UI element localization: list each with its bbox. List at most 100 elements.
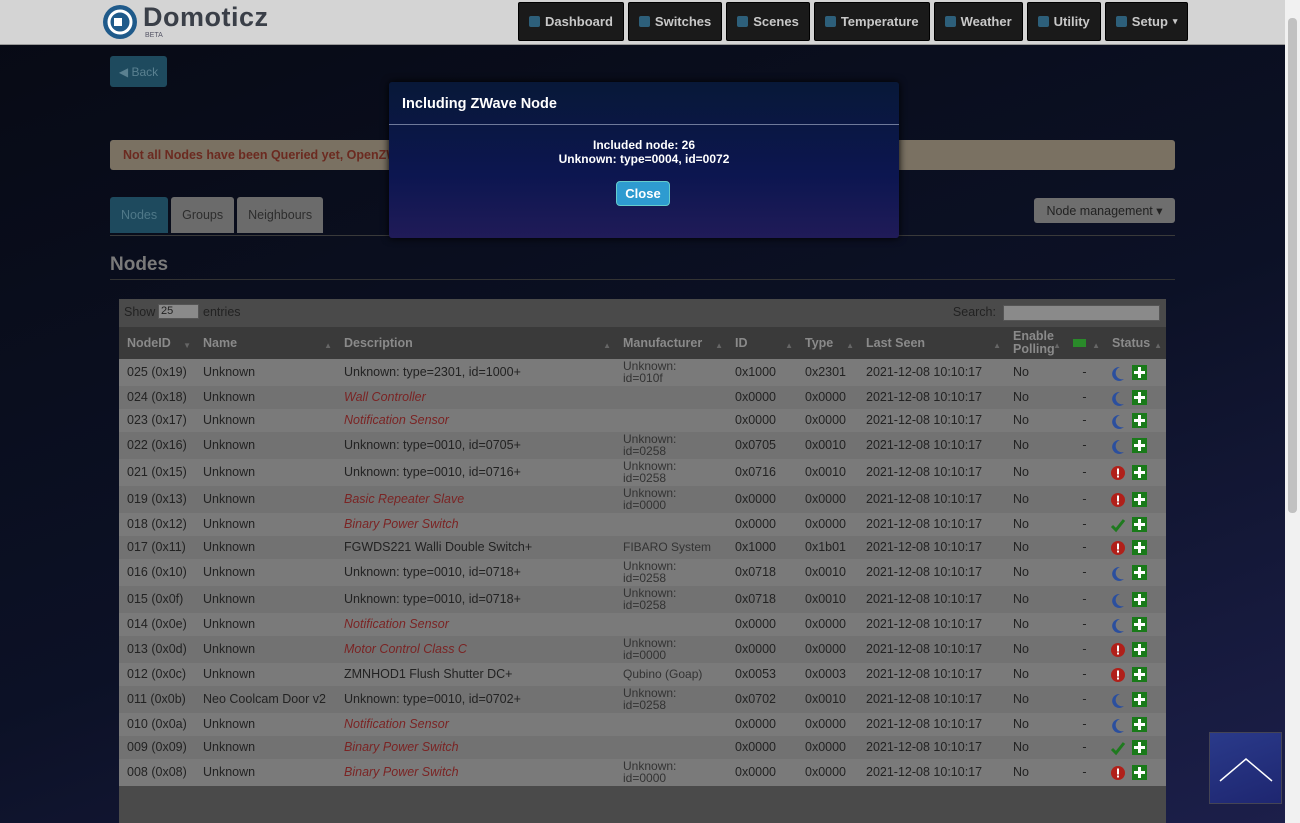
status-icon (1132, 438, 1147, 453)
nav-label[interactable]: Weather (960, 14, 1012, 29)
column-label[interactable]: Last Seen (866, 335, 926, 350)
column-label[interactable]: Type (805, 335, 834, 350)
column-header[interactable]: ▲ (1065, 327, 1104, 359)
nav-label[interactable]: Dashboard (545, 14, 613, 29)
cell-node-id: 021 (0x15) (119, 459, 195, 486)
nav-button[interactable]: Utility (1026, 2, 1101, 41)
sort-icon[interactable]: ▲ (715, 341, 723, 350)
sort-icon[interactable]: ▲ (846, 341, 854, 350)
sort-icon[interactable]: ▲ (1053, 341, 1061, 350)
column-label[interactable]: Description (344, 335, 413, 350)
sort-icon[interactable]: ▲ (603, 341, 611, 350)
nav-button[interactable]: Scenes (726, 2, 810, 41)
cell-last-seen: 2021-12-08 10:10:17 (858, 586, 1005, 613)
column-header[interactable]: Status ▲ (1104, 327, 1166, 359)
nav-icon[interactable] (1037, 16, 1049, 27)
cell-type: 0x0000 (797, 759, 858, 786)
table-row[interactable]: 023 (0x17) Unknown Notification Sensor 0x00… (119, 409, 1166, 432)
tab[interactable]: Groups (171, 197, 235, 233)
nav-button[interactable]: Switches (627, 2, 723, 41)
nav-icon[interactable] (944, 16, 956, 27)
table-row[interactable]: 013 (0x0d) Unknown Motor Control Class C Un… (119, 636, 1166, 663)
table-row[interactable]: 012 (0x0c) Unknown ZMNHOD1 Flush Shutter D… (119, 663, 1166, 686)
table-row[interactable]: 019 (0x13) Unknown Basic Repeater Slave Unk… (119, 486, 1166, 513)
back-button[interactable]: ◀ Back (110, 56, 167, 87)
column-label[interactable]: Name (203, 335, 238, 350)
back-label[interactable]: Back (131, 64, 159, 79)
close-button[interactable]: Close (616, 181, 670, 206)
table-row[interactable]: 021 (0x15) Unknown Unknown: type=0010, id=… (119, 459, 1166, 486)
cell-description: Basic Repeater Slave (336, 486, 615, 513)
sort-icon[interactable]: ▲ (324, 341, 332, 350)
nav-button[interactable]: Temperature (813, 2, 930, 41)
table-row[interactable]: 017 (0x11) Unknown FGWDS221 Walli Double S… (119, 536, 1166, 559)
table-row[interactable]: 016 (0x10) Unknown Unknown: type=0010, id=… (119, 559, 1166, 586)
search-input[interactable] (1003, 305, 1160, 321)
column-label[interactable]: Status (1112, 335, 1151, 350)
cell-id: 0x0718 (727, 586, 797, 613)
nav-label[interactable]: Utility (1053, 14, 1090, 29)
column-header[interactable]: Enable Polling ▲ (1005, 327, 1065, 359)
table-row[interactable]: 024 (0x18) Unknown Wall Controller 0x0000 0x… (119, 386, 1166, 409)
status-icon (1112, 718, 1124, 733)
column-header[interactable]: Name ▲ (195, 327, 336, 359)
nav-label[interactable]: Scenes (753, 14, 799, 29)
cell-description: Unknown: type=0010, id=0705+ (336, 432, 615, 459)
cell-last-seen: 2021-12-08 10:10:17 (858, 409, 1005, 432)
column-header[interactable]: ID ▲ (727, 327, 797, 359)
sort-icon[interactable]: ▲ (993, 341, 1001, 350)
column-header[interactable]: NodeID ▼ (119, 327, 195, 359)
node-management-label[interactable]: Node management (1046, 203, 1153, 218)
sort-icon[interactable]: ▲ (1154, 341, 1162, 350)
node-management-button[interactable]: Node management ▾ (1034, 198, 1175, 223)
table-row[interactable]: 008 (0x08) Unknown Binary Power Switch Unkn… (119, 759, 1166, 786)
column-label[interactable]: NodeID (127, 335, 171, 350)
cell-polling: No (1005, 686, 1065, 713)
scrollbar-thumb[interactable] (1288, 18, 1297, 513)
table-row[interactable]: 022 (0x16) Unknown Unknown: type=0010, id=… (119, 432, 1166, 459)
nav-button[interactable]: Dashboard (518, 2, 624, 41)
nav-label[interactable]: Switches (654, 14, 712, 29)
caret[interactable]: ▾ (1172, 16, 1178, 26)
nav-icon[interactable] (638, 16, 650, 27)
column-header[interactable]: Last Seen ▲ (858, 327, 1005, 359)
column-header[interactable]: Manufacturer ▲ (615, 327, 727, 359)
search-label: Search: (952, 305, 996, 319)
column-header[interactable]: Description ▲ (336, 327, 615, 359)
nav-icon[interactable] (824, 16, 836, 27)
cell-polling: No (1005, 613, 1065, 636)
cell-id: 0x0000 (727, 386, 797, 409)
cell-polling: No (1005, 513, 1065, 536)
nav-icon[interactable] (529, 16, 540, 27)
table-row[interactable]: 014 (0x0e) Unknown Notification Sensor 0x00… (119, 613, 1166, 636)
scroll-top[interactable] (1209, 732, 1282, 804)
cell-id: 0x0000 (727, 636, 797, 663)
cell-polling: No (1005, 359, 1065, 386)
nav-button[interactable]: Weather (933, 2, 1023, 41)
status-icon (1132, 565, 1147, 580)
sort-icon[interactable]: ▼ (183, 341, 191, 350)
table-row[interactable]: 018 (0x12) Unknown Binary Power Switch 0x00… (119, 513, 1166, 536)
column-label[interactable]: ID (735, 335, 748, 350)
column-header[interactable]: Type ▲ (797, 327, 858, 359)
nav-label[interactable]: Setup (1131, 14, 1168, 29)
table-row[interactable]: 025 (0x19) Unknown Unknown: type=2301, id=… (119, 359, 1166, 386)
status-icon (1132, 592, 1147, 607)
sort-icon[interactable]: ▲ (785, 341, 793, 350)
table-row[interactable]: 010 (0x0a) Unknown Notification Sensor 0x00… (119, 713, 1166, 736)
tab[interactable]: Neighbours (237, 197, 324, 233)
nav-label[interactable]: Temperature (840, 14, 919, 29)
table-row[interactable]: 011 (0x0b) Neo Coolcam Door v2 Unknown: ty… (119, 686, 1166, 713)
nav-button[interactable]: Setup ▾ (1104, 2, 1189, 41)
table-row[interactable]: 015 (0x0f) Unknown Unknown: type=0010, id=… (119, 586, 1166, 613)
cell-status (1104, 713, 1166, 736)
nav-icon[interactable] (1115, 16, 1127, 27)
nav-icon[interactable] (737, 16, 749, 27)
column-label[interactable]: Manufacturer (623, 335, 703, 350)
status-icon (1132, 540, 1147, 555)
length-select[interactable]: 25 (158, 304, 199, 319)
sort-icon[interactable]: ▲ (1092, 341, 1100, 350)
column-label[interactable]: Enable Polling (1013, 329, 1055, 356)
table-row[interactable]: 009 (0x09) Unknown Binary Power Switch 0x00… (119, 736, 1166, 759)
tab[interactable]: Nodes (110, 197, 169, 233)
